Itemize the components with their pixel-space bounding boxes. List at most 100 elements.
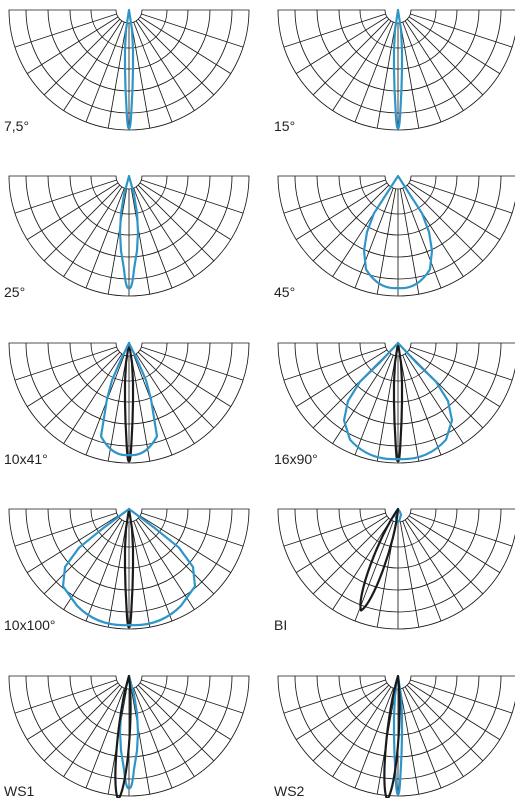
diagram-label-ws1: WS1 <box>4 783 35 798</box>
polar-grid-spoke <box>404 686 464 777</box>
polar-grid-spoke <box>63 186 123 277</box>
polar-grid-spoke <box>135 20 195 111</box>
polar-grid-spoke <box>406 184 484 262</box>
polar-grid-spoke <box>130 688 151 795</box>
diagram-label-15-deg: 15° <box>274 118 295 134</box>
polar-grid-spoke <box>402 354 442 456</box>
polar-diagram-16x90-deg: 16x90° <box>274 341 515 467</box>
polar-grid-spoke <box>376 22 397 129</box>
polar-grid-spoke <box>63 519 123 610</box>
polar-grid-spoke <box>107 521 128 628</box>
polar-grid-spoke <box>312 684 390 762</box>
polar-grid-spoke <box>43 351 121 429</box>
polar-grid-spoke <box>283 679 386 714</box>
polar-grid-spoke <box>133 21 173 123</box>
polar-grid-spoke <box>376 355 397 462</box>
polar-grid-spoke <box>354 21 394 123</box>
polar-grid-outline <box>8 9 250 131</box>
polar-grid-spoke <box>135 353 195 444</box>
beam-curve-spot-beam <box>118 674 140 790</box>
polar-grid-spoke <box>141 13 244 48</box>
polar-grid-spoke <box>14 346 117 381</box>
polar-grid-spoke <box>404 20 464 111</box>
polar-grid-spoke <box>85 520 125 622</box>
polar-grid-spoke <box>404 519 464 610</box>
polar-grid-spoke <box>332 20 392 111</box>
polar-grid-spoke <box>26 682 119 740</box>
polar-grid-spoke <box>130 521 151 628</box>
polar-grid-spoke <box>130 188 151 295</box>
polar-grid-spoke <box>410 512 513 547</box>
beam-curve-medium-beam <box>99 341 159 457</box>
polar-grid-spoke <box>283 13 386 48</box>
polar-grid-spoke <box>295 182 388 240</box>
polar-grid-spoke <box>332 353 392 444</box>
beam-curve-slight-tilt-beam <box>383 674 401 798</box>
diagram-label-16x90-deg: 16x90° <box>274 451 318 467</box>
polar-grid-spoke <box>141 512 244 547</box>
polar-grid-outline <box>277 342 515 464</box>
diagram-label-10x100-deg: 10x100° <box>4 617 56 633</box>
polar-grid-spoke <box>130 355 151 462</box>
polar-diagram-bi: BI <box>274 507 515 633</box>
polar-grid-spoke <box>139 682 232 740</box>
polar-grid-spoke <box>85 21 125 123</box>
polar-grid-spoke <box>408 349 501 407</box>
polar-grid-spoke <box>410 179 513 214</box>
polar-grid-spoke <box>283 179 386 214</box>
beam-curve-narrow-beam <box>392 8 404 130</box>
polar-grid-spoke <box>139 182 232 240</box>
polar-grid-spoke <box>295 16 388 74</box>
diagram-label-ws2: WS2 <box>274 783 305 798</box>
polar-grid-spoke <box>354 187 394 289</box>
polar-grid-spoke <box>406 18 484 96</box>
polar-diagram-10x41-deg: 10x41° <box>4 341 250 467</box>
polar-grid-spoke <box>283 512 386 547</box>
polar-grid-spoke <box>295 682 388 740</box>
polar-grid-spoke <box>63 686 123 777</box>
polar-grid-spoke <box>295 515 388 573</box>
polar-grid-spoke <box>133 687 173 789</box>
polar-diagram-15-deg: 15° <box>274 8 515 134</box>
polar-grid-spoke <box>402 687 442 789</box>
polar-grid-spoke <box>139 16 232 74</box>
polar-grid-spoke <box>14 179 117 214</box>
diagram-label-bi: BI <box>274 617 287 633</box>
polar-grid-spoke <box>402 520 442 622</box>
polar-grid-spoke <box>406 517 484 595</box>
polar-grid-spoke <box>63 353 123 444</box>
beam-curve-very-wide-beam <box>61 507 197 627</box>
beam-curve-flood-beam <box>362 174 434 290</box>
polar-grid-spoke <box>141 679 244 714</box>
polar-grid-outline <box>277 9 515 131</box>
polar-grid-spoke <box>354 520 394 622</box>
polar-grid-outline <box>8 508 250 630</box>
polar-grid-spoke <box>107 22 128 129</box>
polar-grid-outline <box>8 342 250 464</box>
polar-grid-spoke <box>14 679 117 714</box>
beam-curve-narrow-beam <box>123 341 135 463</box>
polar-grid-outline <box>277 675 515 797</box>
polar-grid-spoke <box>354 687 394 789</box>
beam-curve-narrow-beam <box>123 8 135 130</box>
polar-grid-spoke <box>408 182 501 240</box>
polar-grid-spoke <box>332 519 392 610</box>
polar-grid-spoke <box>312 18 390 96</box>
polar-grid-spoke <box>14 512 117 547</box>
polar-grid-spoke <box>399 355 420 462</box>
polar-grid-spoke <box>376 188 397 295</box>
polar-diagram-10x100-deg: 10x100° <box>4 507 250 633</box>
polar-diagram-ws1: WS1 <box>4 674 250 798</box>
beam-curve-wide-beam <box>342 341 454 461</box>
polar-grid-spoke <box>402 21 442 123</box>
polar-grid-spoke <box>137 684 215 762</box>
beam-curve-slight-tilt-beam <box>114 674 132 798</box>
polar-grid-spoke <box>406 684 484 762</box>
polar-grid-spoke <box>139 515 232 573</box>
polar-grid-spoke <box>135 686 195 777</box>
polar-grid-spoke <box>137 184 215 262</box>
polar-grid-spoke <box>130 22 151 129</box>
polar-grid-spoke <box>399 22 420 129</box>
polar-grid-spoke <box>107 188 128 295</box>
